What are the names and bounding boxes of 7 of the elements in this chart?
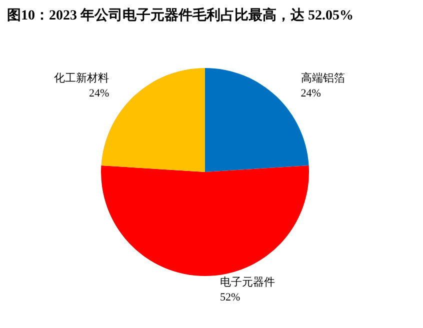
- slice-label: 电子元器件: [220, 276, 275, 288]
- data-label: 24%: [300, 87, 321, 100]
- data-label: 52%: [220, 292, 240, 304]
- data-label: 24%: [89, 87, 110, 100]
- slice-label: 高端铝箔: [300, 71, 345, 84]
- chart-title: 图10：2023 年公司电子元器件毛利占比最高，达 52.05%: [7, 6, 354, 24]
- slice-label: 化工新材料: [54, 71, 110, 84]
